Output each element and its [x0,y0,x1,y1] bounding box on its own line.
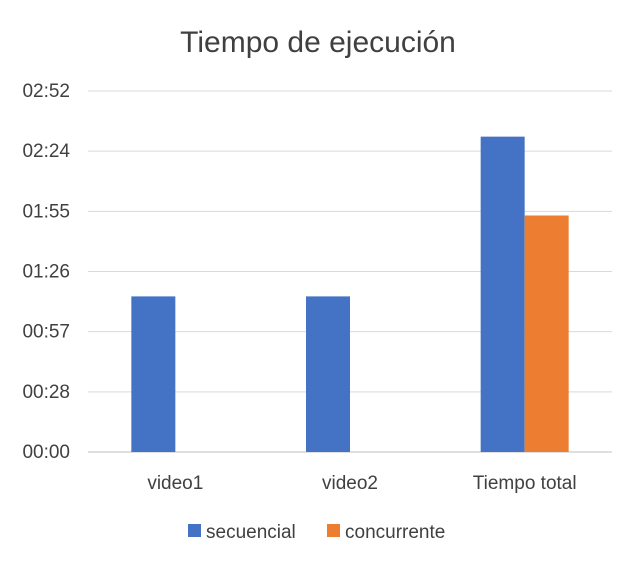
x-axis-categories: video1 video2 Tiempo total [147,473,576,494]
y-tick-label: 00:00 [22,442,70,463]
bar-secuencial-2 [480,136,525,452]
y-tick-label: 00:28 [22,382,70,403]
y-tick-label: 00:57 [22,322,70,343]
bar-secuencial-1 [306,296,350,452]
y-tick-label: 01:55 [22,201,70,222]
legend-swatch-concurrente [327,524,340,537]
bar-concurrente-2 [524,215,569,452]
x-category-label: video1 [147,473,203,494]
chart-title: Tiempo de ejecución [180,26,456,59]
y-tick-label: 02:52 [22,81,70,102]
legend-label-secuencial: secuencial [206,522,296,543]
y-tick-label: 01:26 [22,262,70,283]
x-category-label: Tiempo total [473,473,577,494]
x-category-label: video2 [322,473,378,494]
bars [131,136,569,452]
bar-secuencial-0 [131,296,176,452]
legend: secuencial concurrente [188,522,445,543]
legend-swatch-secuencial [188,524,201,537]
y-axis-ticks: 00:00 00:28 00:57 01:26 01:55 02:24 02:52 [22,81,70,463]
y-tick-label: 02:24 [22,141,70,162]
legend-label-concurrente: concurrente [345,522,445,543]
